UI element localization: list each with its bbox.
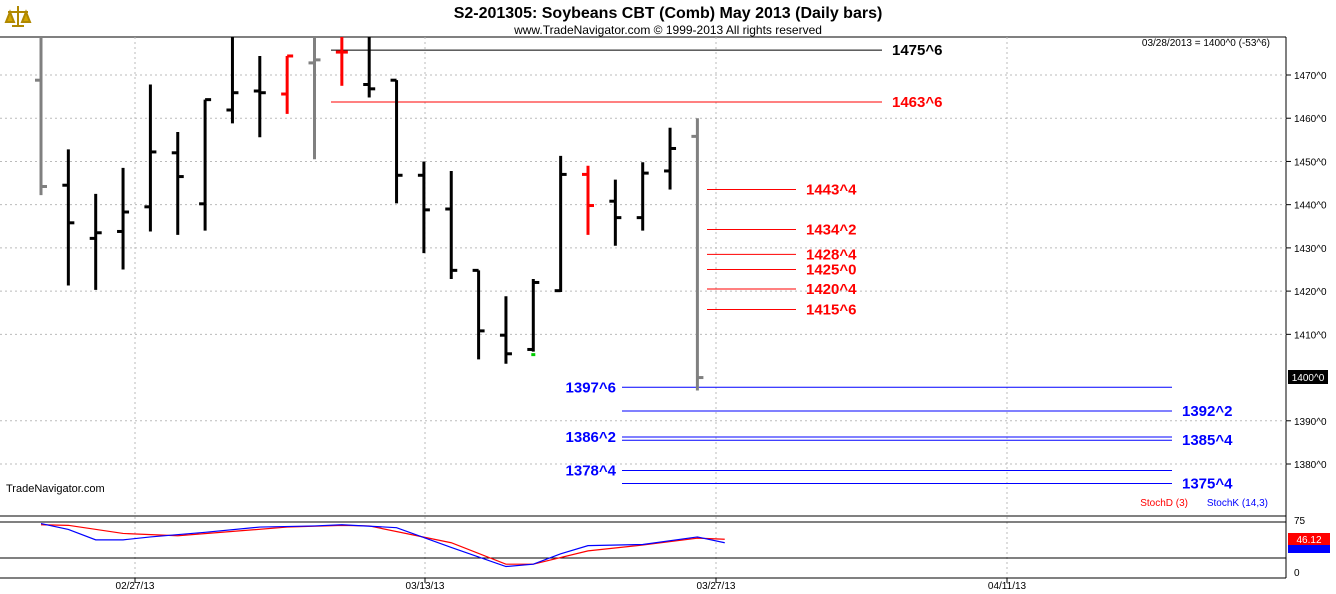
ohlc-bar bbox=[363, 37, 376, 98]
last-price-marker bbox=[1288, 370, 1328, 384]
level-label: 1428^4 bbox=[806, 246, 857, 263]
last-price-label: 1400^0 bbox=[1292, 373, 1325, 384]
y-axis: 1470^0 1460^0 1450^0 1440^0 1430^0 1420^0 1410… bbox=[1286, 71, 1327, 471]
stoch-k-value-marker bbox=[1288, 545, 1330, 553]
ohlc-bar bbox=[527, 279, 540, 352]
ohlc-bar bbox=[582, 165, 594, 235]
level-label: 1475^6 bbox=[892, 42, 942, 59]
watermark-text: TradeNavigator.com bbox=[6, 483, 105, 495]
ohlc-bar bbox=[445, 170, 458, 280]
level-label: 1434^2 bbox=[806, 222, 856, 239]
level-label: 1378^4 bbox=[566, 462, 617, 479]
ohlc-bar bbox=[62, 149, 75, 286]
stoch-d-value: 46.12 bbox=[1296, 535, 1321, 546]
ohlc-bar bbox=[499, 296, 512, 364]
stochastic-panel: StochD (3) StochK (14,3) 75 0 46.12 bbox=[0, 498, 1330, 579]
level-label: 1386^2 bbox=[566, 429, 616, 446]
ohlc-bar bbox=[226, 37, 239, 124]
x-tick-label: 03/27/13 bbox=[697, 581, 736, 592]
x-tick-label: 02/27/13 bbox=[116, 581, 155, 592]
ohlc-bar bbox=[308, 37, 321, 160]
y-tick-label: 1460^0 bbox=[1294, 114, 1327, 125]
y-tick-label: 1430^0 bbox=[1294, 244, 1327, 255]
ohlc-bar bbox=[691, 118, 704, 391]
y-tick-label: 1410^0 bbox=[1294, 330, 1327, 341]
y-tick-label: 1420^0 bbox=[1294, 287, 1327, 298]
x-axis: 02/27/13 03/13/13 03/27/13 04/11/13 bbox=[0, 577, 1286, 592]
ohlc-bar bbox=[472, 268, 485, 360]
y-tick-label: 1390^0 bbox=[1294, 417, 1327, 428]
ohlc-bar bbox=[171, 132, 184, 235]
y-tick-label: 1450^0 bbox=[1294, 157, 1327, 168]
stoch-d-value-marker bbox=[1288, 533, 1330, 545]
stoch-k-line bbox=[40, 523, 725, 568]
level-label: 1397^6 bbox=[566, 379, 616, 396]
x-tick-label: 03/13/13 bbox=[406, 581, 445, 592]
ohlc-bar bbox=[554, 155, 567, 293]
ohlc-bar bbox=[144, 84, 157, 232]
y-tick-label: 1440^0 bbox=[1294, 201, 1327, 212]
stoch-d-legend: StochD (3) bbox=[1140, 498, 1188, 509]
stoch-d-line bbox=[40, 524, 725, 565]
scales-logo-icon bbox=[4, 4, 32, 30]
level-label: 1420^4 bbox=[806, 281, 857, 298]
y-tick-label: 1380^0 bbox=[1294, 460, 1327, 471]
ohlc-bar bbox=[609, 179, 622, 246]
stoch-k-legend: StochK (14,3) bbox=[1207, 498, 1268, 509]
level-label: 1375^4 bbox=[1182, 475, 1233, 492]
ohlc-bar bbox=[664, 127, 677, 190]
level-label: 1443^4 bbox=[806, 182, 857, 199]
ohlc-bar bbox=[35, 37, 47, 196]
ohlc-bars bbox=[35, 37, 704, 391]
ohlc-bar bbox=[281, 54, 294, 114]
copyright-text: www.TradeNavigator.com © 1999-2013 All r… bbox=[513, 23, 822, 37]
ohlc-bar bbox=[117, 167, 130, 270]
ohlc-bar bbox=[335, 37, 348, 86]
level-label: 1392^2 bbox=[1182, 403, 1232, 420]
ohlc-bar bbox=[390, 78, 403, 204]
chart-title: S2-201305: Soybeans CBT (Comb) May 2013 … bbox=[454, 5, 883, 22]
level-label: 1425^0 bbox=[806, 262, 856, 279]
last-price-note: 03/28/2013 = 1400^0 (-53^6) bbox=[1142, 38, 1270, 49]
level-label: 1463^6 bbox=[892, 94, 942, 111]
ohlc-bar bbox=[636, 162, 649, 231]
ohlc-bar bbox=[89, 193, 102, 290]
ohlc-bar bbox=[199, 98, 212, 231]
level-label: 1385^4 bbox=[1182, 432, 1233, 449]
ohlc-bar bbox=[417, 161, 430, 254]
ohlc-bar bbox=[253, 55, 266, 138]
x-tick-label: 04/11/13 bbox=[988, 581, 1027, 592]
stoch-tick-75: 75 bbox=[1294, 516, 1306, 527]
grid bbox=[0, 37, 1286, 578]
level-label: 1415^6 bbox=[806, 301, 856, 318]
y-tick-label: 1470^0 bbox=[1294, 71, 1327, 82]
stoch-tick-0: 0 bbox=[1294, 568, 1300, 579]
stoch-lines bbox=[40, 523, 725, 568]
